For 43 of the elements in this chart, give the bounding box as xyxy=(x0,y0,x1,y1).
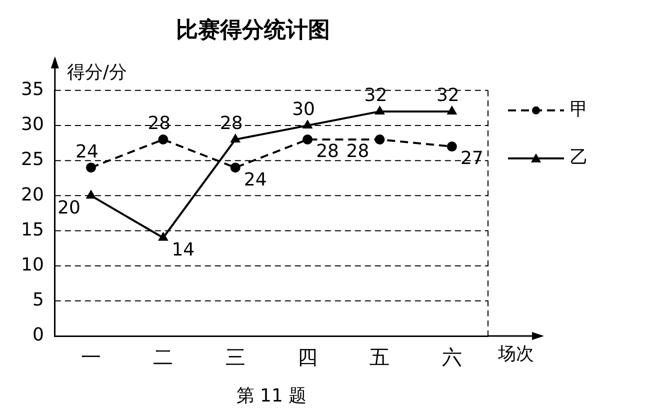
point xyxy=(86,162,96,173)
chart-title: 比赛得分统计图 xyxy=(176,16,330,43)
y-tick-label: 10 xyxy=(21,254,44,276)
y-tick-label: 25 xyxy=(21,149,44,170)
y-tick-label: 5 xyxy=(32,290,44,311)
x-tick-label: 三 xyxy=(225,345,246,370)
data-label: 28 xyxy=(316,141,339,162)
y-tick-label: 35 xyxy=(21,79,44,100)
data-label: 32 xyxy=(364,85,388,106)
y-axis-title: 得分/分 xyxy=(66,62,127,84)
x-tick-label: 四 xyxy=(298,345,318,370)
text: 第 11 题 xyxy=(236,386,307,407)
x-tick-label: 一 xyxy=(80,345,101,370)
legend-label: 乙 xyxy=(570,147,588,168)
point xyxy=(447,106,456,114)
point xyxy=(158,134,168,145)
x-tick-label: 二 xyxy=(153,345,174,370)
data-label: 24 xyxy=(76,141,98,162)
data-label: 28 xyxy=(220,113,243,134)
point xyxy=(302,134,313,145)
point xyxy=(375,106,384,114)
point xyxy=(303,120,312,128)
point xyxy=(230,162,240,173)
point xyxy=(86,190,96,199)
y-tick-label: 30 xyxy=(21,114,44,136)
x-tick-label: 五 xyxy=(370,345,390,370)
legend-label: 甲 xyxy=(570,99,588,120)
data-label: 28 xyxy=(346,141,370,162)
y-tick-label: 15 xyxy=(21,219,44,240)
x-tick-label: 六 xyxy=(442,345,462,370)
point xyxy=(230,134,240,143)
data-label: 14 xyxy=(172,239,195,260)
data-label: 30 xyxy=(292,99,315,120)
data-label: 20 xyxy=(58,197,80,218)
point xyxy=(158,232,168,241)
data-label: 24 xyxy=(244,169,267,190)
point xyxy=(374,134,385,145)
y-tick-label: 20 xyxy=(21,184,44,206)
point xyxy=(446,142,457,152)
data-label: 27 xyxy=(460,148,484,170)
data-label: 32 xyxy=(436,85,460,106)
x-axis-title: 场次 xyxy=(497,344,534,365)
y-tick-label: 0 xyxy=(32,324,44,346)
